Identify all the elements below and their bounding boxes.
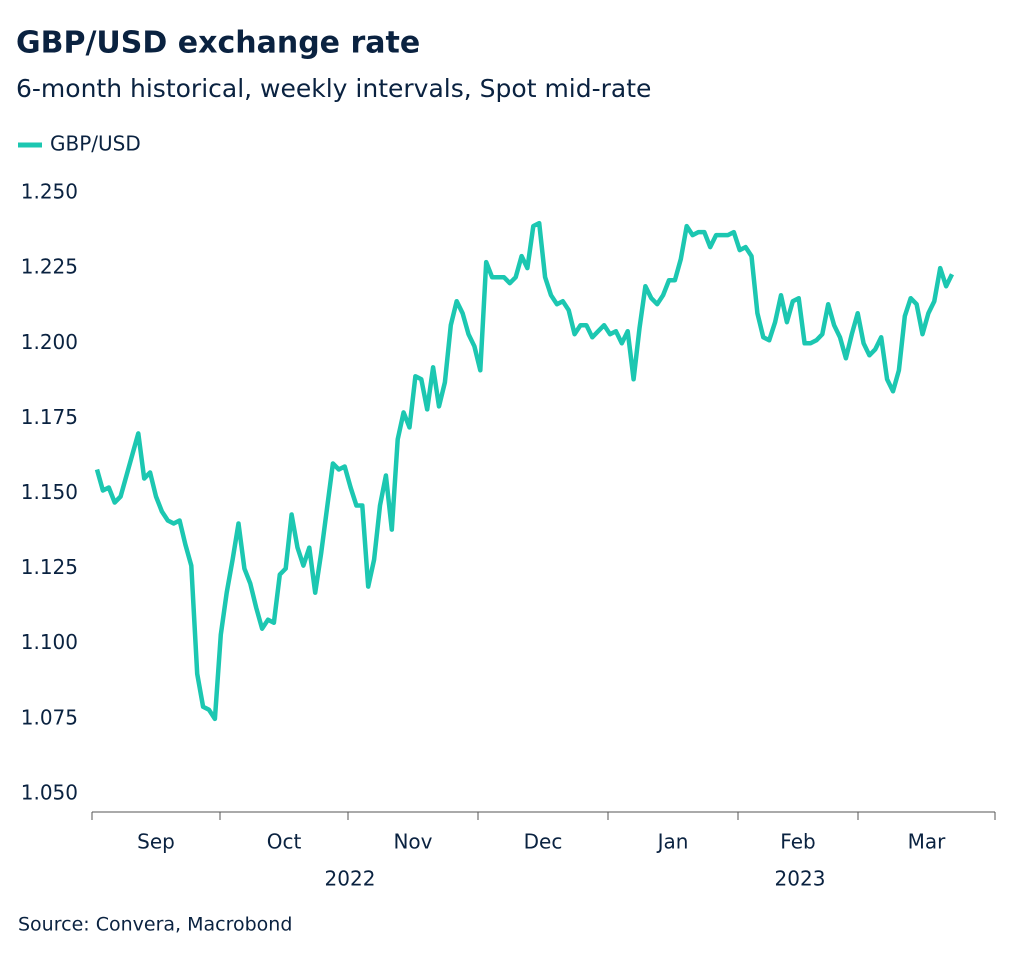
x-tick-label: Nov — [393, 830, 432, 854]
year-label: 2023 — [775, 867, 826, 891]
chart-title: GBP/USD exchange rate — [16, 26, 420, 61]
legend-label: GBP/USD — [50, 132, 141, 156]
y-tick-label: 1.175 — [21, 405, 78, 429]
x-tick-label: Dec — [524, 830, 563, 854]
year-label: 2022 — [325, 867, 376, 891]
y-tick-label: 1.150 — [21, 480, 78, 504]
y-tick-label: 1.075 — [21, 705, 78, 729]
source: Source: Convera, Macrobond — [18, 914, 292, 936]
chart-subtitle: 6-month historical, weekly intervals, Sp… — [16, 74, 651, 103]
x-tick-label: Feb — [780, 830, 815, 854]
x-tick-label: Sep — [137, 830, 175, 854]
y-tick-label: 1.100 — [21, 630, 78, 654]
y-tick-label: 1.050 — [21, 780, 78, 804]
x-tick-label: Mar — [908, 830, 947, 854]
y-tick-label: 1.125 — [21, 555, 78, 579]
x-tick-label: Jan — [656, 830, 689, 854]
x-tick-label: Oct — [267, 830, 302, 854]
y-tick-label: 1.250 — [21, 180, 78, 204]
y-tick-label: 1.200 — [21, 330, 78, 354]
series-line — [94, 220, 955, 722]
y-tick-label: 1.225 — [21, 255, 78, 279]
